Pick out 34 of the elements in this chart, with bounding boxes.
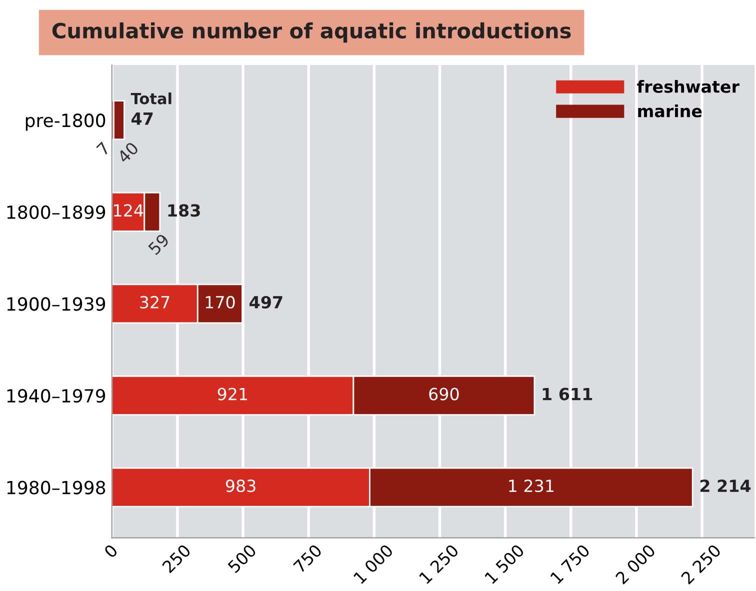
annotation: Total <box>130 92 172 104</box>
y-tick-label: 1980–1998 <box>7 480 106 494</box>
legend-label: freshwater <box>637 80 740 93</box>
total-label: 183 <box>168 204 200 217</box>
x-tick-label: 500 <box>227 544 257 574</box>
y-tick-label: pre-1800 <box>26 114 106 131</box>
y-tick-label: 1940–1979 <box>7 388 106 403</box>
x-tick-label: 1 250 <box>418 544 460 584</box>
data-label: 170 <box>206 296 235 309</box>
total-label: 497 <box>250 296 282 309</box>
data-label: 690 <box>429 388 459 400</box>
x-tick-label: 2 250 <box>680 544 722 585</box>
x-tick-label: 250 <box>162 544 192 574</box>
data-label: 124 <box>114 204 144 216</box>
x-tick-label: 1 750 <box>550 544 590 584</box>
data-label: 7 <box>96 142 110 156</box>
x-tick-label: 750 <box>292 544 322 574</box>
x-tick-label: 1 000 <box>353 544 394 584</box>
x-tick-label: 1 500 <box>484 544 525 584</box>
x-tick-label: 2 000 <box>614 544 656 585</box>
data-label: 921 <box>218 388 248 400</box>
total-label: 1 611 <box>542 388 592 400</box>
data-label: 59 <box>148 233 170 256</box>
legend-label: marine <box>638 104 702 118</box>
data-label: 327 <box>140 296 170 309</box>
data-label: 1 231 <box>509 480 554 492</box>
total-label: 47 <box>132 112 153 125</box>
data-label: 40 <box>116 141 140 164</box>
y-tick-label: 1900–1939 <box>7 297 106 311</box>
chart-title: Cumulative number of aquatic introductions <box>52 22 571 43</box>
data-label: 983 <box>226 480 256 492</box>
y-tick-label: 1800–1899 <box>7 205 106 220</box>
x-tick-label: 0 <box>103 544 118 559</box>
total-label: 2 214 <box>700 480 751 492</box>
